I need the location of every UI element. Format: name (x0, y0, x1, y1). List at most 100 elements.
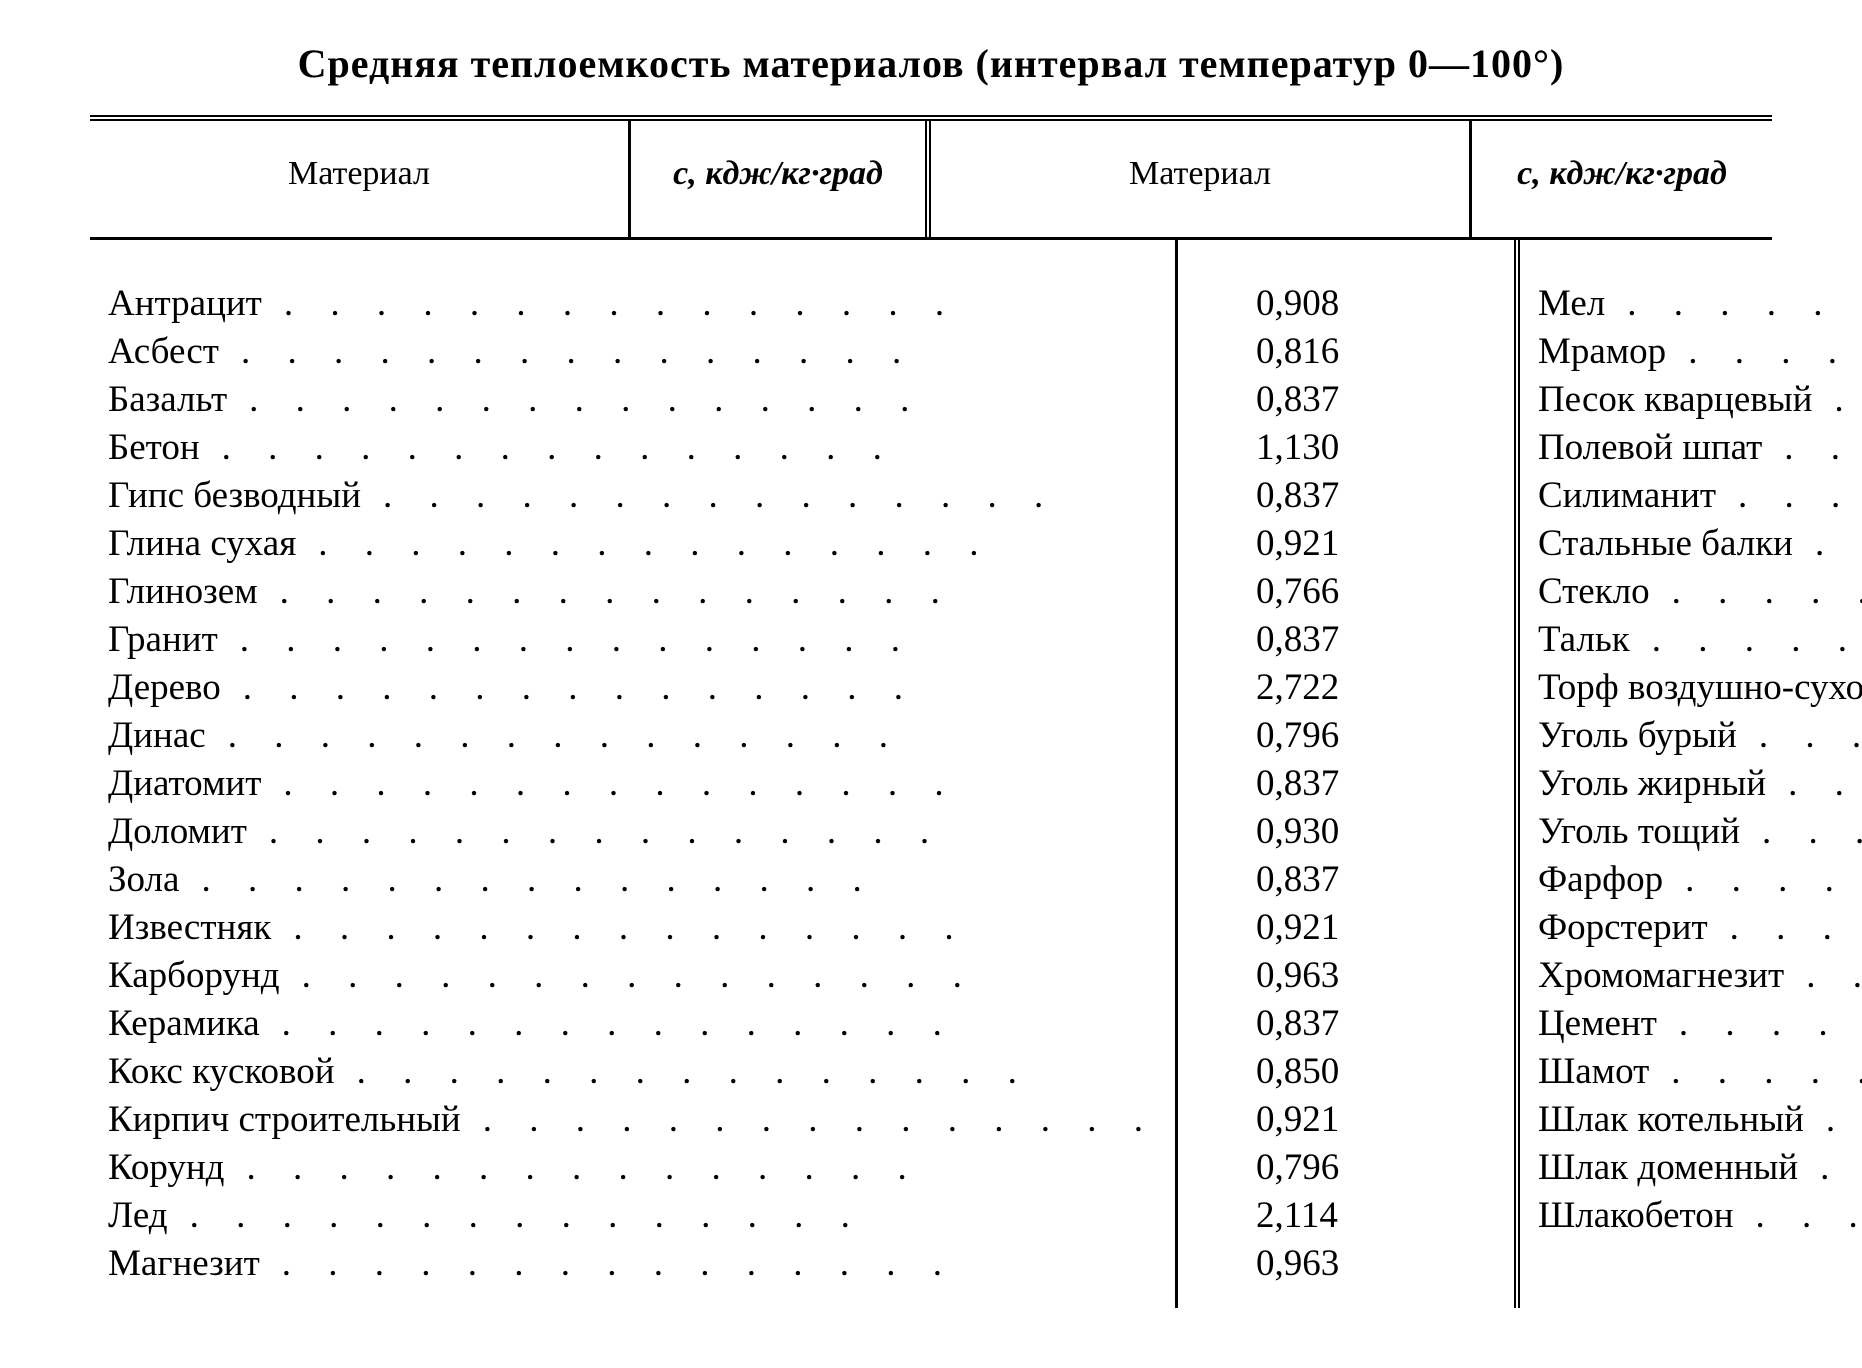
material-name: Стальные балки (1538, 520, 1793, 568)
leader-dots: . . . . . . . . . . . . . . . (247, 808, 1157, 856)
leader-dots: . . . . . . . . . . . . . . . (1605, 280, 1862, 328)
table-row: Глина сухая. . . . . . . . . . . . . . . (108, 520, 1157, 568)
table-row: Лед. . . . . . . . . . . . . . . (108, 1192, 1157, 1240)
material-name: Бетон (108, 424, 200, 472)
table-row: Корунд. . . . . . . . . . . . . . . (108, 1144, 1157, 1192)
material-name: Стекло (1538, 568, 1650, 616)
heat-capacity-value: 0,963 (1196, 952, 1339, 1000)
material-name: Цемент (1538, 1000, 1657, 1048)
table-row: Зола. . . . . . . . . . . . . . . (108, 856, 1157, 904)
heat-capacity-value: 0,837 (1196, 1000, 1339, 1048)
material-name: Форстерит (1538, 904, 1708, 952)
heat-capacity-value: 0,837 (1196, 376, 1339, 424)
table-row: Уголь жирный. . . . . . . . . . . . . . … (1538, 760, 1862, 808)
table-row: Мрамор. . . . . . . . . . . . . . . (1538, 328, 1862, 376)
table-row: Кокс кусковой. . . . . . . . . . . . . .… (108, 1048, 1157, 1096)
table-row: Цемент. . . . . . . . . . . . . . . (1538, 1000, 1862, 1048)
leader-dots: . . . . . . . . . . . . . . . (200, 424, 1157, 472)
table-row: Тальк. . . . . . . . . . . . . . . (1538, 616, 1862, 664)
material-name: Асбест (108, 328, 219, 376)
table-row: Доломит. . . . . . . . . . . . . . . (108, 808, 1157, 856)
heat-capacity-value: 0,930 (1196, 808, 1339, 856)
leader-dots: . . . . . . . . . . . . . . . (361, 472, 1157, 520)
material-name: Доломит (108, 808, 247, 856)
leader-dots: . . . . . . . . . . . . . . . (271, 904, 1157, 952)
heat-capacity-value: 2,114 (1196, 1192, 1338, 1240)
heat-capacity-value: 0,921 (1196, 904, 1339, 952)
header-material-right: Материал (931, 121, 1472, 237)
leader-dots: . . . . . . . . . . . . . . . (1762, 424, 1862, 472)
material-name: Мрамор (1538, 328, 1666, 376)
table-row: 0,921 (1196, 520, 1496, 568)
table-row: 0,963 (1196, 1240, 1496, 1288)
table-row: 0,930 (1196, 808, 1496, 856)
material-name: Полевой шпат (1538, 424, 1762, 472)
leader-dots: . . . . . . . . . . . . . . . (1740, 808, 1862, 856)
material-name: Силиманит (1538, 472, 1716, 520)
heat-capacity-value: 0,963 (1196, 1240, 1339, 1288)
material-name: Диатомит (108, 760, 261, 808)
leader-dots: . . . . . . . . . . . . . . . (1649, 1048, 1862, 1096)
leader-dots: . . . . . . . . . . . . . . . (260, 1240, 1157, 1288)
material-name: Корунд (108, 1144, 224, 1192)
table-row: 0,963 (1196, 952, 1496, 1000)
material-name: Зола (108, 856, 179, 904)
leader-dots: . . . . . . . . . . . . . . . (1812, 376, 1862, 424)
leader-dots: . . . . . . . . . . . . . . . (461, 1096, 1157, 1144)
material-name: Уголь бурый (1538, 712, 1737, 760)
leader-dots: . . . . . . . . . . . . . . . (206, 712, 1157, 760)
leader-dots: . . . . . . . . . . . . . . . (1716, 472, 1862, 520)
material-name: Песок кварцевый (1538, 376, 1812, 424)
table-row: Фарфор. . . . . . . . . . . . . . . (1538, 856, 1862, 904)
table-row: 0,766 (1196, 568, 1496, 616)
heat-capacity-value: 0,837 (1196, 616, 1339, 664)
table-row: Стальные балки. . . . . . . . . . . . . … (1538, 520, 1862, 568)
table-row: Глинозем. . . . . . . . . . . . . . . (108, 568, 1157, 616)
table-row: Торф воздушно-сухой. . . . . . . . . . .… (1538, 664, 1862, 712)
table-row: Мел. . . . . . . . . . . . . . . (1538, 280, 1862, 328)
table-row: Магнезит. . . . . . . . . . . . . . . (108, 1240, 1157, 1288)
table-row: Песок кварцевый. . . . . . . . . . . . .… (1538, 376, 1862, 424)
leader-dots: . . . . . . . . . . . . . . . (1766, 760, 1862, 808)
material-name: Глинозем (108, 568, 258, 616)
table-body: Антрацит. . . . . . . . . . . . . . .Асб… (90, 240, 1772, 1308)
leader-dots: . . . . . . . . . . . . . . . (261, 760, 1157, 808)
leader-dots: . . . . . . . . . . . . . . . (1737, 712, 1862, 760)
leader-dots: . . . . . . . . . . . . . . . (218, 616, 1157, 664)
heat-capacity-value: 0,816 (1196, 328, 1339, 376)
table-row: Силиманит. . . . . . . . . . . . . . . (1538, 472, 1862, 520)
leader-dots: . . . . . . . . . . . . . . . (258, 568, 1157, 616)
table-row: Кирпич строительный. . . . . . . . . . .… (108, 1096, 1157, 1144)
table-row: 0,837 (1196, 376, 1496, 424)
table-row: Базальт. . . . . . . . . . . . . . . (108, 376, 1157, 424)
material-name: Динас (108, 712, 206, 760)
leader-dots: . . . . . . . . . . . . . . . (1630, 616, 1862, 664)
material-name: Тальк (1538, 616, 1630, 664)
leader-dots: . . . . . . . . . . . . . . . (335, 1048, 1157, 1096)
header-value-left: с, кдж/кг·град (631, 121, 931, 237)
leader-dots: . . . . . . . . . . . . . . . (1663, 856, 1862, 904)
material-name: Шамот (1538, 1048, 1649, 1096)
table-row: Диатомит. . . . . . . . . . . . . . . (108, 760, 1157, 808)
leader-dots: . . . . . . . . . . . . . . . (1798, 1144, 1862, 1192)
leader-dots: . . . . . . . . . . . . . . . (1666, 328, 1862, 376)
material-name: Кирпич строительный (108, 1096, 461, 1144)
material-name: Уголь жирный (1538, 760, 1766, 808)
table-row: Асбест. . . . . . . . . . . . . . . (108, 328, 1157, 376)
table-row: 0,837 (1196, 616, 1496, 664)
table-row: Известняк. . . . . . . . . . . . . . . (108, 904, 1157, 952)
table-row: 0,796 (1196, 712, 1496, 760)
table-row: 0,837 (1196, 760, 1496, 808)
material-name: Керамика (108, 1000, 260, 1048)
table-row: Гипс безводный. . . . . . . . . . . . . … (108, 472, 1157, 520)
table-row: 0,837 (1196, 1000, 1496, 1048)
table-row: Дерево. . . . . . . . . . . . . . . (108, 664, 1157, 712)
heat-capacity-value: 0,837 (1196, 472, 1339, 520)
heat-capacity-value: 0,921 (1196, 1096, 1339, 1144)
heat-capacity-value: 0,908 (1196, 280, 1339, 328)
material-name: Шлак котельный (1538, 1096, 1804, 1144)
table-row: 2,114 (1196, 1192, 1496, 1240)
material-name: Глина сухая (108, 520, 296, 568)
table-row: 0,908 (1196, 280, 1496, 328)
material-name: Дерево (108, 664, 221, 712)
